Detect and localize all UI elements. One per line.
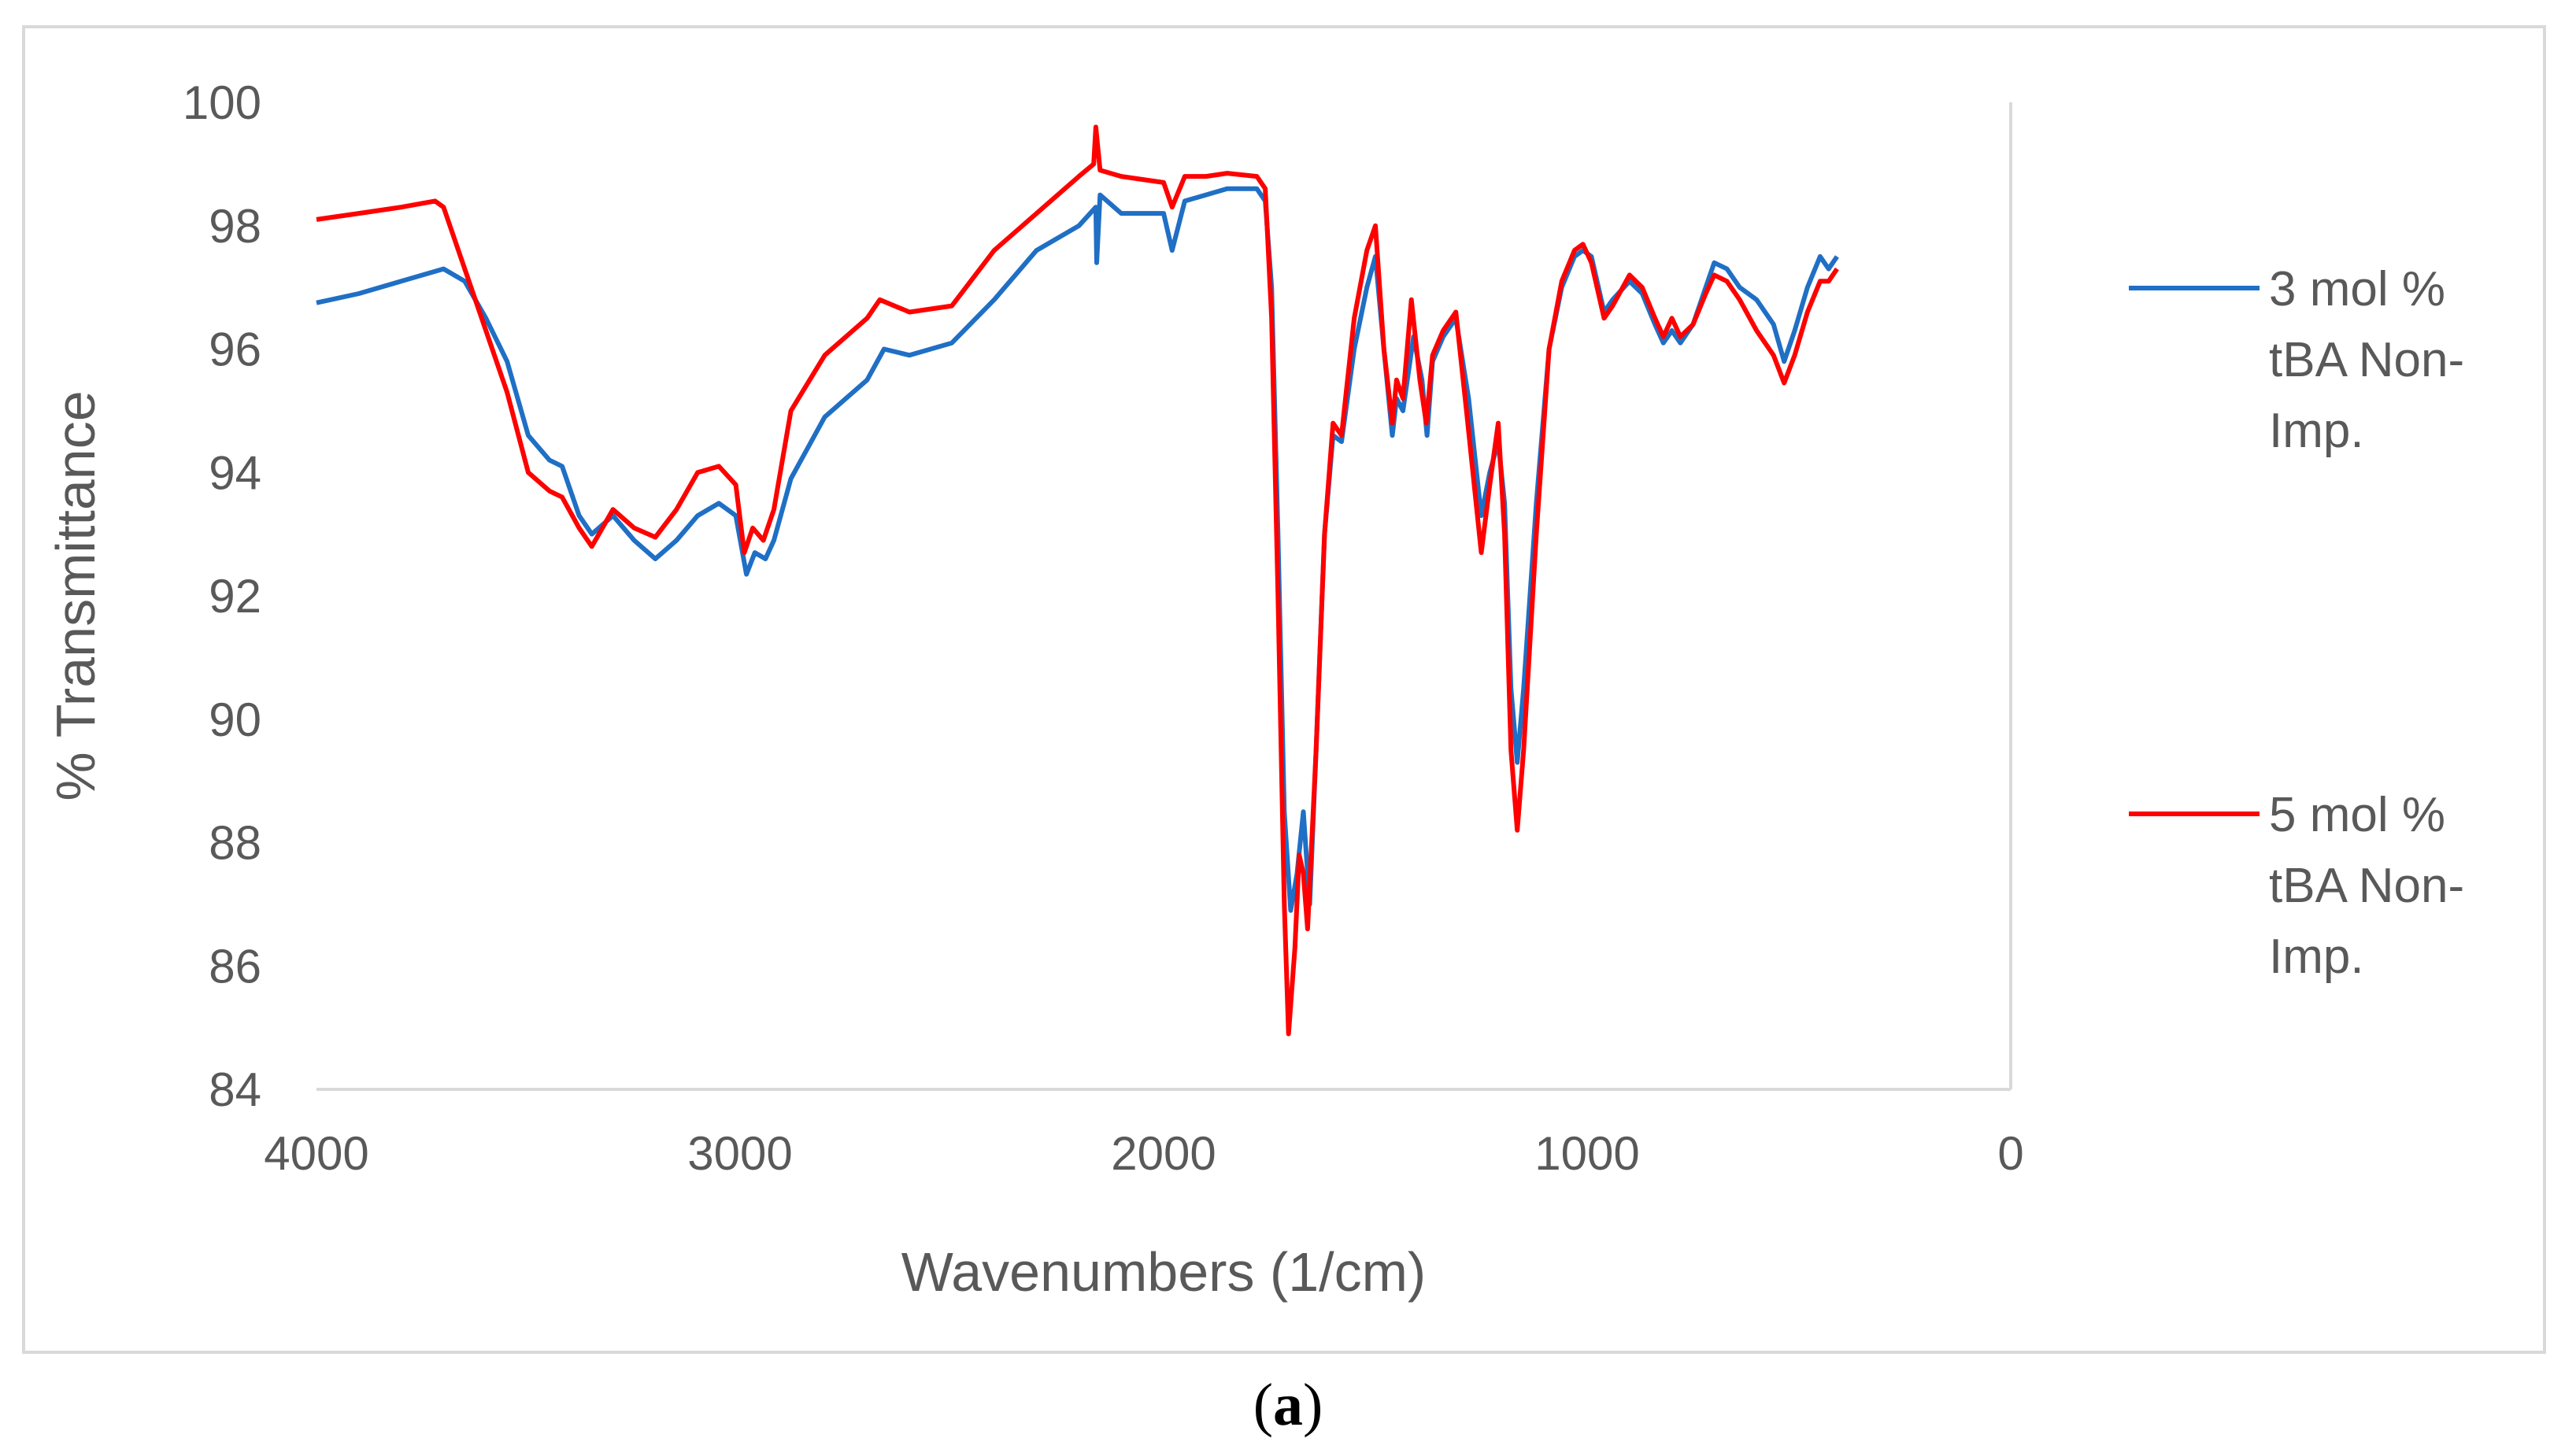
x-tick-label: 4000	[264, 1127, 368, 1180]
series-layer	[316, 124, 1839, 1037]
y-tick-label: 88	[209, 817, 261, 870]
legend-label-3mol: Imp.	[2269, 404, 2364, 458]
y-tick-label: 84	[209, 1063, 261, 1116]
y-tick-label: 86	[209, 940, 261, 993]
legend-label-3mol: tBA Non-	[2269, 333, 2464, 387]
caption-letter: a	[1273, 1372, 1303, 1438]
x-tick-labels: 4000 3000 2000 1000 0	[264, 1127, 2023, 1180]
caption-close-paren: )	[1303, 1372, 1323, 1438]
y-tick-label: 94	[209, 446, 261, 499]
legend-label-5mol: Imp.	[2269, 930, 2364, 984]
x-tick-label: 0	[1997, 1127, 2023, 1180]
y-tick-label: 100	[183, 76, 261, 129]
legend-label-5mol: 5 mol %	[2269, 788, 2445, 842]
figure-caption: (a)	[0, 1362, 2576, 1448]
y-tick-label: 92	[209, 570, 261, 623]
x-axis-title: Wavenumbers (1/cm)	[901, 1241, 1426, 1303]
x-tick-label: 2000	[1111, 1127, 1216, 1180]
chart-canvas: 84 86 88 90 92 94 96 98 100 4000 3000 2000 1000 0 % …	[45, 76, 2464, 1303]
x-tick-label: 1000	[1534, 1127, 1639, 1180]
legend-label-5mol: tBA Non-	[2269, 859, 2464, 913]
y-axis-title: % Transmittance	[45, 390, 106, 800]
series-line-5mol	[316, 124, 1839, 1037]
legend: 3 mol % tBA Non- Imp. 5 mol % tBA Non- Imp.	[2129, 262, 2464, 984]
series-line-3mol	[316, 186, 1839, 913]
x-tick-label: 3000	[687, 1127, 792, 1180]
y-tick-label: 90	[209, 693, 261, 746]
y-tick-label: 98	[209, 200, 261, 253]
chart-frame: 84 86 88 90 92 94 96 98 100 4000 3000 2000 1000 0 % …	[22, 25, 2546, 1354]
y-tick-label: 96	[209, 324, 261, 376]
y-tick-labels: 84 86 88 90 92 94 96 98 100	[183, 76, 261, 1116]
legend-label-3mol: 3 mol %	[2269, 262, 2445, 316]
caption-open-paren: (	[1253, 1372, 1273, 1438]
